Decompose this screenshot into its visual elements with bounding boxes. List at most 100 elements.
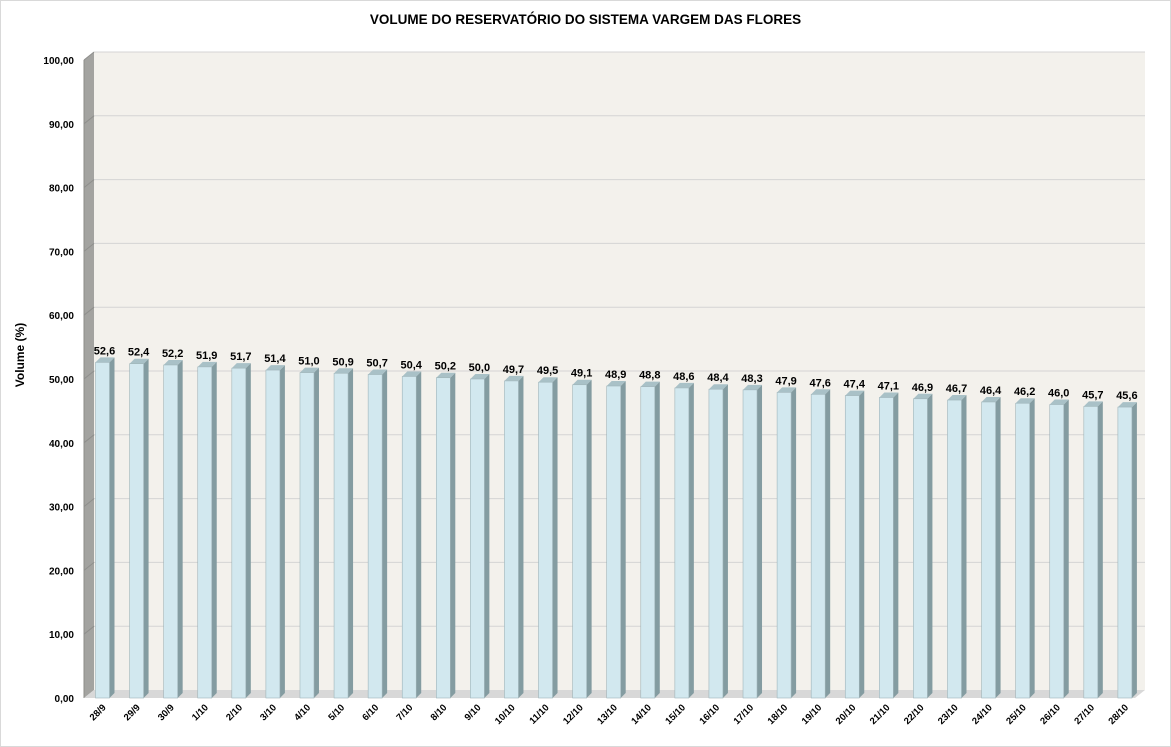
- x-tick-label: 28/10: [1106, 702, 1131, 727]
- bar-side: [1131, 402, 1137, 698]
- x-tick-label: 14/10: [629, 702, 654, 727]
- bar: [163, 359, 183, 699]
- bar-front: [163, 364, 178, 699]
- bar-side: [927, 393, 933, 698]
- bar-front: [572, 384, 587, 699]
- data-label: 48,3: [741, 373, 762, 385]
- bar: [129, 358, 149, 699]
- bar-side: [1097, 401, 1103, 698]
- bar-top: [368, 369, 388, 375]
- bar-front: [1049, 404, 1065, 699]
- data-label: 52,4: [128, 347, 150, 359]
- bar-front: [367, 374, 383, 699]
- bar-top: [811, 389, 831, 395]
- gridline-wall: [83, 306, 95, 316]
- y-tick-label: 80,00: [49, 184, 74, 195]
- x-tick-label: 24/10: [970, 702, 995, 727]
- x-tick-label: 12/10: [561, 702, 586, 727]
- bar-side: [109, 357, 115, 698]
- bar: [640, 381, 660, 699]
- data-label: 49,1: [571, 368, 592, 380]
- y-axis-ticks: 0,00 10,00 20,00 30,00 40,00 50,00 60,00 70,00 8…: [43, 56, 74, 705]
- x-tick-label: 26/10: [1038, 702, 1063, 727]
- data-label: 47,6: [809, 377, 830, 389]
- bar-top: [197, 361, 217, 367]
- bar: [197, 361, 217, 699]
- bar-front: [333, 372, 349, 699]
- bar: [947, 395, 967, 699]
- bar-side: [961, 395, 967, 698]
- y-tick-label: 60,00: [49, 311, 74, 322]
- bar-front: [470, 378, 485, 699]
- bar-front: [299, 372, 315, 699]
- bar: [913, 393, 933, 699]
- bar-side: [416, 371, 422, 698]
- bar-front: [947, 399, 962, 699]
- x-tick-label: 13/10: [595, 702, 620, 727]
- bar-top: [334, 368, 354, 374]
- bar-side: [518, 375, 524, 698]
- bar-front: [742, 389, 758, 699]
- x-tick-label: 10/10: [493, 702, 518, 727]
- x-tick-label: 20/10: [834, 702, 859, 727]
- bar-front: [504, 380, 519, 699]
- bar: [708, 384, 728, 699]
- bar-side: [586, 379, 592, 698]
- bar-front: [1015, 402, 1030, 699]
- bar-side: [688, 382, 694, 698]
- bar-top: [265, 365, 285, 371]
- data-label: 51,9: [196, 350, 217, 362]
- data-label: 50,2: [435, 361, 456, 373]
- data-label: 50,0: [469, 362, 490, 374]
- bar-top: [1083, 401, 1103, 407]
- bar: [367, 369, 388, 699]
- x-tick-label: 8/10: [429, 702, 450, 723]
- bar: [776, 387, 797, 699]
- bar-front: [606, 385, 622, 699]
- y-tick-label: 90,00: [49, 120, 74, 131]
- bar-side: [654, 381, 660, 698]
- bar: [606, 381, 626, 699]
- bar-top: [163, 359, 183, 365]
- bar-top: [606, 381, 626, 387]
- bar: [538, 377, 558, 699]
- x-tick-label: 6/10: [360, 702, 381, 723]
- bar-front: [129, 363, 144, 699]
- bar: [504, 375, 524, 699]
- bar-side: [1063, 399, 1069, 698]
- bar-front: [435, 377, 451, 699]
- bar-top: [129, 358, 149, 364]
- bar-top: [913, 393, 933, 399]
- bar-side: [211, 361, 217, 698]
- x-axis-ticks: 28/9 29/9 30/9 1/10 2/10 3/10 4/10 5/10 6/10 7/10…: [88, 702, 1131, 727]
- y-tick-label: 0,00: [55, 694, 75, 705]
- bar: [470, 374, 490, 699]
- x-tick-label: 28/9: [88, 702, 109, 723]
- bars: [95, 357, 1137, 699]
- y-tick-label: 20,00: [49, 566, 74, 577]
- data-label: 46,4: [980, 385, 1002, 397]
- x-tick-label: 16/10: [697, 702, 722, 727]
- data-label: 46,7: [946, 383, 967, 395]
- bar-front: [913, 398, 928, 699]
- bar-front: [1083, 406, 1099, 699]
- bar: [879, 392, 899, 699]
- y-tick-label: 10,00: [49, 630, 74, 641]
- y-tick-label: 50,00: [49, 375, 74, 386]
- data-label: 50,4: [401, 359, 423, 371]
- data-labels: 52,6 52,4 52,2 51,9 51,7 51,4 51,0 50,9 50,7 50,4…: [94, 345, 1138, 402]
- y-tick-label: 70,00: [49, 247, 74, 258]
- bar: [742, 384, 763, 699]
- x-tick-label: 30/9: [156, 702, 177, 723]
- bar-top: [538, 377, 558, 383]
- data-label: 50,7: [366, 358, 387, 370]
- bar-side: [825, 389, 831, 698]
- bar-top: [436, 372, 456, 378]
- gridline-wall: [83, 179, 95, 188]
- bar: [1049, 399, 1069, 699]
- x-tick-label: 17/10: [732, 702, 757, 727]
- x-tick-label: 29/9: [122, 702, 143, 723]
- bar-top: [674, 382, 694, 388]
- bar-front: [708, 388, 724, 699]
- bar-front: [640, 386, 656, 699]
